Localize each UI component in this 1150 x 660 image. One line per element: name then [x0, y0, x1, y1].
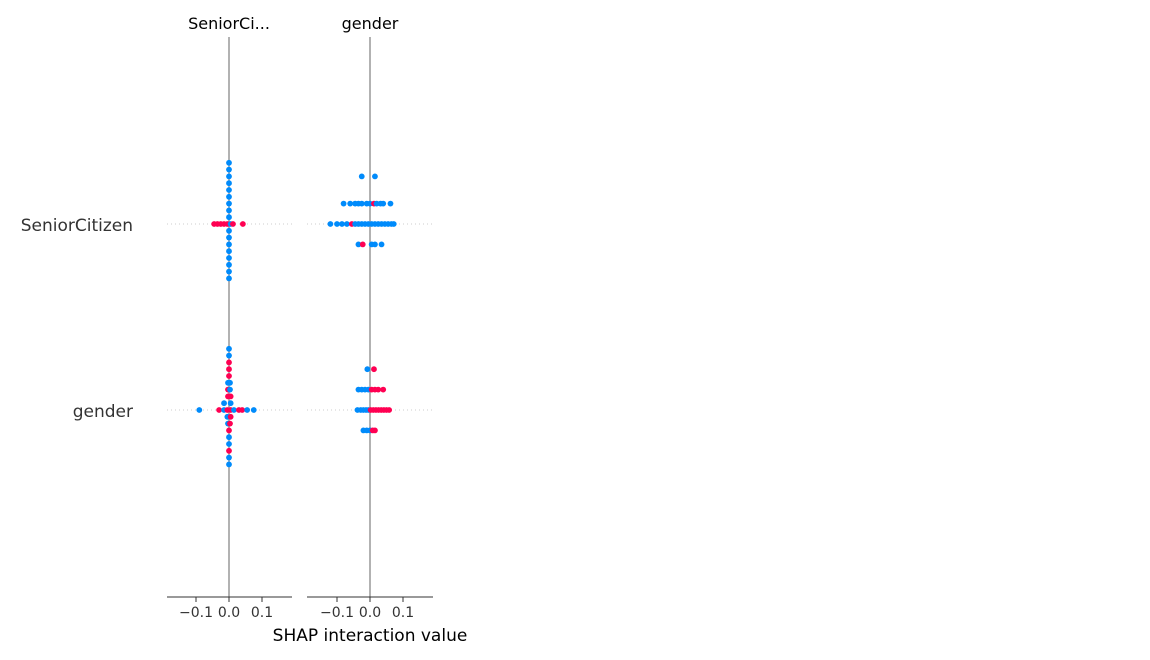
- data-point: [244, 407, 251, 413]
- data-point: [364, 366, 371, 373]
- data-point: [358, 173, 365, 180]
- data-point: [358, 200, 365, 207]
- data-point: [378, 241, 385, 248]
- x-tick-label: 0.0: [218, 605, 240, 621]
- row-labels: SeniorCitizen gender: [21, 216, 133, 422]
- data-point: [239, 221, 246, 227]
- data-point: [226, 159, 232, 166]
- panel-title-gender: gender: [342, 14, 399, 33]
- data-point: [372, 427, 378, 434]
- data-point: [226, 275, 232, 282]
- data-point: [390, 221, 397, 227]
- data-point: [372, 241, 378, 248]
- data-point: [387, 200, 394, 207]
- data-point: [226, 180, 232, 187]
- data-point: [386, 407, 393, 413]
- data-point: [226, 173, 232, 180]
- data-point: [226, 207, 232, 214]
- data-point: [226, 193, 232, 200]
- data-point: [339, 221, 345, 227]
- data-point: [372, 173, 378, 180]
- data-point: [344, 221, 350, 227]
- data-point: [226, 261, 232, 268]
- data-point: [334, 221, 340, 227]
- data-point: [196, 407, 203, 413]
- x-tick-label: −0.1: [320, 605, 354, 621]
- data-point: [239, 407, 246, 413]
- row-label-seniorcitizen: SeniorCitizen: [21, 216, 133, 236]
- data-point: [347, 200, 354, 207]
- panel-title-seniorcitizen: SeniorCi...: [188, 14, 270, 33]
- data-point: [226, 366, 232, 373]
- data-point: [355, 241, 362, 248]
- data-point: [226, 373, 232, 379]
- data-point: [380, 200, 387, 207]
- data-point: [227, 420, 233, 427]
- data-point: [226, 248, 232, 255]
- data-point: [226, 359, 232, 366]
- data-point: [250, 407, 257, 413]
- x-tick-label: 0.1: [251, 605, 273, 621]
- data-point: [226, 441, 232, 447]
- panel-gender: gender −0.1 0.0 0.1: [307, 14, 433, 621]
- data-point: [226, 187, 232, 193]
- row-label-gender: gender: [73, 402, 133, 422]
- data-point: [375, 386, 382, 393]
- data-point: [371, 366, 377, 373]
- x-tick-label: 0.1: [392, 605, 414, 621]
- data-point: [226, 214, 232, 221]
- data-point: [227, 393, 234, 400]
- data-point: [226, 427, 232, 434]
- data-point: [226, 200, 232, 207]
- data-point: [226, 461, 232, 468]
- data-point: [226, 352, 232, 359]
- data-point: [227, 413, 234, 420]
- data-point: [359, 241, 366, 248]
- x-axis-label: SHAP interaction value: [273, 626, 468, 646]
- data-point: [226, 241, 232, 248]
- data-point: [221, 400, 227, 407]
- data-point: [226, 166, 232, 173]
- data-point: [230, 221, 236, 227]
- data-point: [226, 234, 232, 241]
- data-point: [227, 386, 233, 393]
- x-tick-label: 0.0: [359, 605, 381, 621]
- data-point: [340, 200, 347, 207]
- data-point: [327, 221, 334, 227]
- data-point: [227, 379, 233, 386]
- data-point: [231, 407, 237, 413]
- data-point: [226, 345, 232, 352]
- data-point: [226, 268, 232, 275]
- data-point: [216, 407, 223, 413]
- data-point: [226, 434, 232, 441]
- data-point: [226, 255, 232, 261]
- data-point: [226, 447, 232, 454]
- panel-seniorcitizen: SeniorCi... −0.1 0.0 0.1: [167, 14, 292, 621]
- data-point: [380, 386, 387, 393]
- x-tick-label: −0.1: [179, 605, 213, 621]
- data-point: [226, 227, 232, 234]
- data-point: [227, 400, 234, 407]
- data-point: [226, 454, 232, 461]
